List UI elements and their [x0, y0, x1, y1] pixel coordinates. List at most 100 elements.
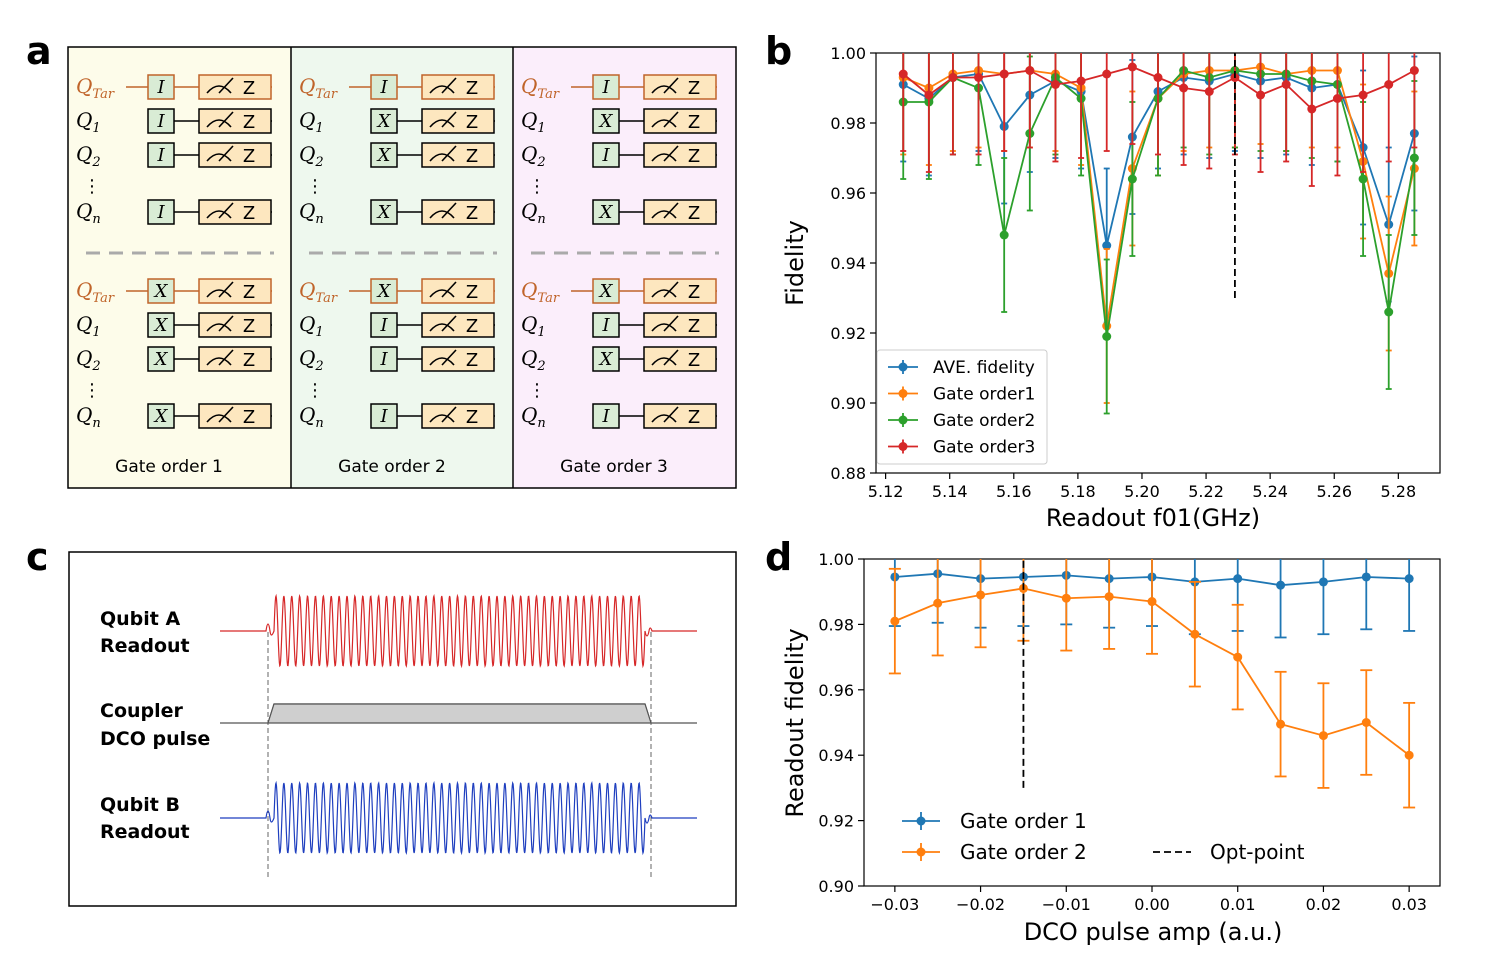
measurement-basis: Z — [243, 112, 255, 133]
qubit-b-label-1: Qubit B — [100, 794, 180, 816]
meter-needle-icon — [663, 349, 679, 366]
y-tick-label: 0.90 — [818, 877, 854, 896]
meter-needle-icon — [441, 406, 457, 423]
data-series — [898, 53, 1419, 415]
measurement-box — [643, 403, 717, 429]
gate-box — [147, 403, 175, 429]
measurement-box — [643, 74, 717, 100]
gate-box — [592, 403, 620, 429]
meter-needle-icon — [663, 406, 679, 423]
x-tick-label: 5.24 — [1252, 482, 1288, 501]
meter-needle-icon — [441, 202, 457, 219]
meter-icon — [651, 153, 677, 162]
data-point — [1127, 174, 1137, 184]
measurement-basis: Z — [688, 146, 700, 167]
gate-box — [147, 312, 175, 338]
qubit-label: Q1 — [521, 108, 546, 136]
gate-label: X — [376, 145, 392, 166]
measurement-box — [198, 108, 272, 134]
gate-box — [147, 346, 175, 372]
data-point — [1050, 80, 1060, 89]
measurement-box — [198, 403, 272, 429]
y-axis-label: Readout fidelity — [781, 628, 809, 817]
data-point — [1104, 592, 1114, 602]
gate-label: X — [153, 281, 169, 302]
vertical-ellipsis: ⋮ — [306, 176, 324, 197]
measurement-basis: Z — [466, 203, 478, 224]
measurement-basis: Z — [243, 407, 255, 428]
x-tick-label: 5.22 — [1188, 482, 1224, 501]
x-tick-label: 0.00 — [1134, 895, 1170, 914]
meter-needle-icon — [218, 111, 234, 128]
group-label: Gate order 2 — [338, 457, 446, 477]
meter-needle-icon — [663, 281, 679, 298]
data-point — [1384, 80, 1394, 89]
meter-icon — [206, 119, 232, 128]
gate-label: X — [598, 111, 614, 132]
data-point — [1332, 94, 1342, 103]
meter-icon — [429, 357, 455, 366]
data-point — [1102, 241, 1112, 250]
data-point — [1147, 597, 1157, 607]
qubit-label: Qn — [76, 403, 101, 431]
gate-label: I — [379, 406, 388, 427]
x-tick-label: 5.18 — [1060, 482, 1096, 501]
gate-label: I — [601, 406, 610, 427]
legend: AVE. fidelity Gate order1 Gate order2 Gate … — [876, 349, 1048, 465]
data-point — [1233, 574, 1243, 584]
measurement-basis: Z — [466, 350, 478, 371]
measurement-basis: Z — [243, 316, 255, 337]
meter-needle-icon — [441, 315, 457, 332]
measurement-box — [421, 199, 495, 225]
axis-ticks: −0.03 −0.02 −0.01 0.00 0.01 0.02 0.03 0.90 0.92 0… — [818, 550, 1427, 914]
meter-needle-icon — [663, 111, 679, 128]
gate-label: I — [156, 77, 165, 98]
gate-label: I — [601, 145, 610, 166]
gate-box — [592, 142, 620, 168]
data-point — [1361, 572, 1371, 582]
gate-box — [147, 142, 175, 168]
qubit-a-label-1: Qubit A — [100, 608, 180, 630]
meter-icon — [206, 357, 232, 366]
meter-needle-icon — [218, 315, 234, 332]
x-axis-label: Readout f01(GHz) — [1046, 504, 1260, 532]
qubit-label: Qn — [521, 403, 546, 431]
legend-label: AVE. fidelity — [933, 358, 1035, 378]
gate-box — [370, 108, 398, 134]
gate-box — [147, 199, 175, 225]
qubit-label: Q2 — [76, 346, 101, 374]
meter-icon — [651, 357, 677, 366]
meter-icon — [206, 414, 232, 423]
measurement-box — [198, 199, 272, 225]
data-point — [1281, 80, 1291, 89]
x-tick-label: −0.02 — [956, 895, 1005, 914]
measurement-box — [643, 142, 717, 168]
meter-needle-icon — [218, 202, 234, 219]
measurement-box — [198, 278, 272, 304]
meter-icon — [429, 85, 455, 94]
qubit-label: Q1 — [299, 108, 324, 136]
data-point — [1061, 593, 1071, 603]
dco-amplitude-chart: DCO pulse amp (a.u.) Readout fidelity −0… — [781, 550, 1441, 946]
vertical-ellipsis: ⋮ — [528, 176, 546, 197]
panel-label-c: c — [26, 535, 49, 579]
gate-label: X — [376, 202, 392, 223]
gate-label: I — [156, 145, 165, 166]
measurement-box — [421, 142, 495, 168]
meter-needle-icon — [218, 77, 234, 94]
legend-label: Gate order2 — [933, 411, 1035, 431]
gate-label: I — [156, 202, 165, 223]
data-point — [999, 69, 1009, 79]
gate-label: X — [598, 349, 614, 370]
legend-marker — [898, 415, 908, 425]
measurement-box — [421, 108, 495, 134]
qubit-label: Q2 — [299, 142, 324, 170]
measurement-basis: Z — [688, 112, 700, 133]
measurement-basis: Z — [243, 350, 255, 371]
data-point — [1409, 153, 1419, 163]
legend-marker — [916, 847, 926, 857]
gate-box — [147, 74, 175, 100]
measurement-basis: Z — [688, 407, 700, 428]
gate-box — [147, 108, 175, 134]
meter-icon — [429, 153, 455, 162]
